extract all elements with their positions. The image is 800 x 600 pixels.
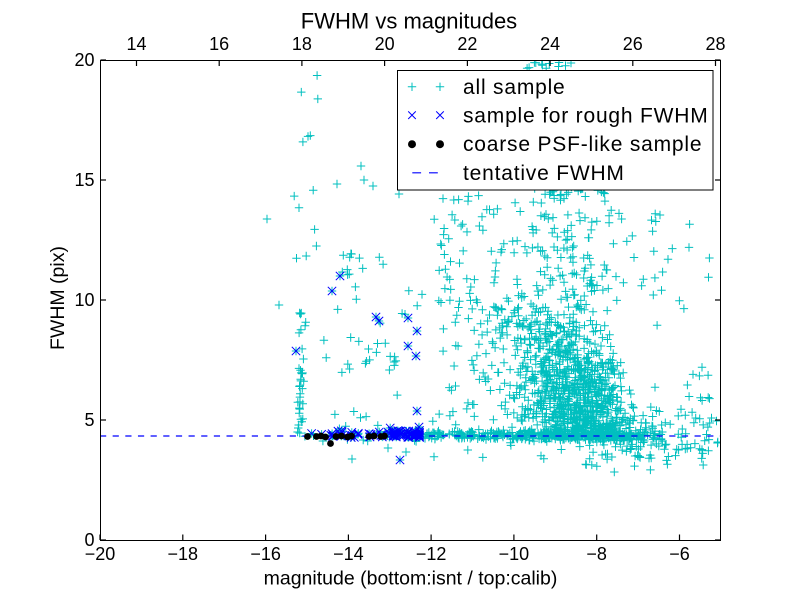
svg-text:−20: −20 xyxy=(85,544,116,564)
svg-text:18: 18 xyxy=(292,34,312,54)
svg-text:−16: −16 xyxy=(250,544,281,564)
svg-text:tentative FWHM: tentative FWHM xyxy=(463,162,625,185)
svg-text:28: 28 xyxy=(705,34,725,54)
svg-text:−18: −18 xyxy=(168,544,199,564)
svg-text:20: 20 xyxy=(74,50,94,70)
svg-text:15: 15 xyxy=(74,170,94,190)
svg-text:16: 16 xyxy=(209,34,229,54)
svg-text:5: 5 xyxy=(84,410,94,430)
svg-text:−12: −12 xyxy=(416,544,447,564)
svg-text:26: 26 xyxy=(623,34,643,54)
svg-text:magnitude (bottom:isnt / top:c: magnitude (bottom:isnt / top:calib) xyxy=(264,568,558,590)
svg-text:14: 14 xyxy=(126,34,146,54)
svg-text:20: 20 xyxy=(375,34,395,54)
svg-text:−10: −10 xyxy=(499,544,530,564)
svg-text:24: 24 xyxy=(540,34,560,54)
svg-text:FWHM (pix): FWHM (pix) xyxy=(47,246,69,350)
svg-text:22: 22 xyxy=(457,34,477,54)
svg-text:all sample: all sample xyxy=(463,76,566,99)
svg-text:0: 0 xyxy=(84,530,94,550)
svg-text:coarse PSF-like sample: coarse PSF-like sample xyxy=(463,133,702,156)
svg-text:−14: −14 xyxy=(333,544,364,564)
svg-text:−8: −8 xyxy=(586,544,607,564)
svg-text:10: 10 xyxy=(74,290,94,310)
svg-text:−6: −6 xyxy=(669,544,690,564)
svg-text:sample for rough FWHM: sample for rough FWHM xyxy=(463,104,709,127)
svg-text:FWHM vs magnitudes: FWHM vs magnitudes xyxy=(301,9,517,34)
